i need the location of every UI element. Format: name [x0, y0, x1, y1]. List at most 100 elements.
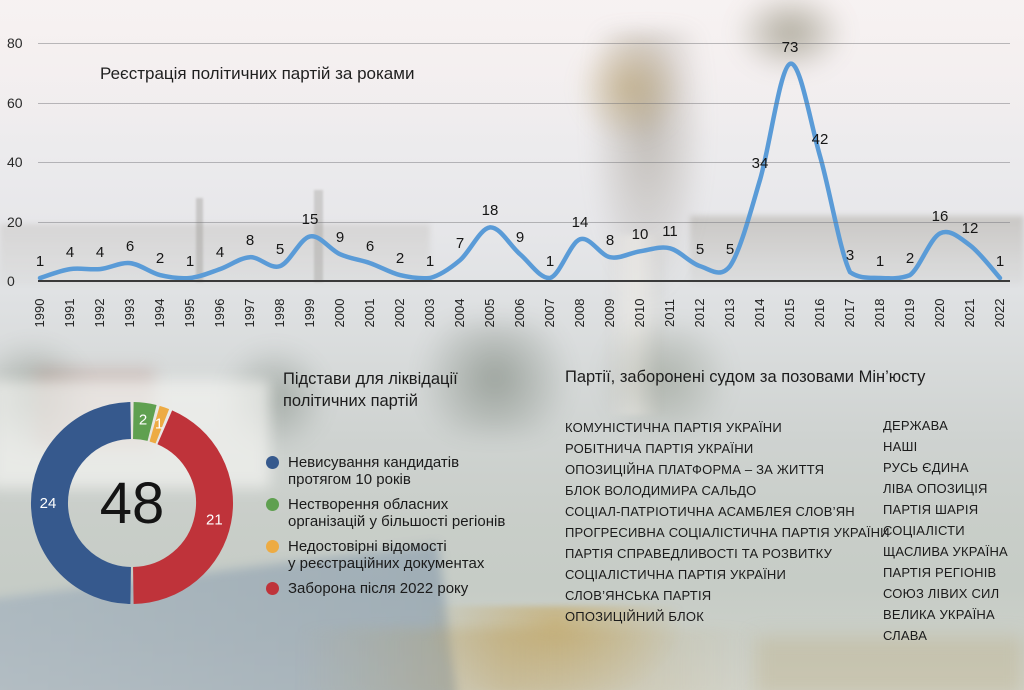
data-point-label: 5: [725, 241, 735, 259]
year-tick-label: 2010: [632, 298, 647, 328]
data-point-label: 1: [995, 253, 1005, 271]
gridline: [38, 221, 1010, 223]
legend-dot-icon: [266, 456, 279, 469]
banned-party-item: ПАРТІЯ СПРАВЕДЛИВОСТІ ТА РОЗВИТКУ: [565, 546, 833, 561]
legend-item: Заборона після 2022 року: [266, 580, 536, 597]
y-tick-label: 20: [7, 213, 23, 230]
line-chart-canvas: [37, 61, 1003, 281]
data-point-label: 1: [545, 253, 555, 271]
banned-party-item: ВЕЛИКА УКРАЇНА: [883, 607, 995, 622]
data-point-label: 6: [125, 238, 135, 256]
legend-dot-icon: [266, 540, 279, 553]
year-tick-label: 1990: [32, 298, 47, 328]
banned-party-item: БЛОК ВОЛОДИМИРА САЛЬДО: [565, 483, 757, 498]
banned-party-item: СЛОВ’ЯНСЬКА ПАРТІЯ: [565, 588, 712, 603]
legend-label: Недостовірні відомості у реєстраційних до…: [288, 538, 485, 572]
x-axis-line: [38, 280, 1010, 282]
banned-party-item: ПАРТІЯ РЕГІОНІВ: [883, 565, 997, 580]
banned-party-item: КОМУНІСТИЧНА ПАРТІЯ УКРАЇНИ: [565, 420, 782, 435]
year-tick-label: 1992: [92, 298, 107, 328]
year-tick-label: 2022: [992, 298, 1007, 328]
year-tick-label: 2012: [692, 298, 707, 328]
banned-parties-column-2: ДЕРЖАВА НАШІ РУСЬ ЄДИНА ЛІВА ОПОЗИЦІЯ ПАРТІЯ…: [883, 418, 1008, 649]
banned-party-item: НАШІ: [883, 439, 918, 454]
banned-parties-title: Партії, заборонені судом за позовами Мін…: [565, 368, 926, 386]
year-tick-label: 2008: [572, 298, 587, 328]
chart-title: Реєстрація політичних партій за роками: [100, 64, 415, 83]
data-point-label: 9: [515, 229, 525, 247]
data-point-label: 6: [365, 238, 375, 256]
donut-chart: 2 1 21 24 48: [30, 402, 233, 604]
data-point-label: 10: [631, 226, 649, 244]
data-point-label: 16: [931, 208, 949, 226]
legend-label: Нестворення обласних організацій у більшо…: [288, 496, 506, 530]
data-point-label: 5: [695, 241, 705, 259]
year-tick-label: 2009: [602, 298, 617, 328]
donut-total: 48: [100, 471, 165, 536]
data-point-label: 1: [425, 253, 435, 271]
donut-title: Підстави для ліквідації політичних парті…: [283, 369, 458, 412]
donut-segment: [149, 405, 170, 444]
banned-party-item: ПАРТІЯ ШАРІЯ: [883, 502, 979, 517]
banned-party-item: ОПОЗИЦІЙНИЙ БЛОК: [565, 609, 704, 624]
data-point-label: 1: [875, 253, 885, 271]
data-point-label: 7: [455, 235, 465, 253]
gridline: [38, 162, 1010, 163]
year-tick-label: 2007: [542, 298, 557, 328]
banned-party-item: ЛІВА ОПОЗИЦІЯ: [883, 481, 988, 496]
y-tick-label: 40: [7, 154, 23, 170]
y-tick-label: 80: [7, 35, 23, 51]
data-point-label: 18: [481, 202, 499, 220]
year-tick-label: 2001: [362, 298, 377, 328]
donut-segment-value: 24: [40, 495, 57, 512]
year-tick-label: 1997: [242, 298, 257, 328]
y-tick-label: 0: [7, 273, 15, 289]
donut-legend: Невисування кандидатів протягом 10 років Н…: [266, 454, 536, 597]
data-point-label: 9: [335, 229, 345, 247]
donut-segment-value: 1: [155, 416, 163, 433]
gridline: [38, 43, 1010, 44]
data-point-label: 34: [751, 154, 769, 172]
banned-party-item: ПРОГРЕСИВНА СОЦІАЛІСТИЧНА ПАРТІЯ УКРАЇНИ: [565, 525, 890, 540]
banned-party-item: СОЦІАЛ-ПАТРІОТИЧНА АСАМБЛЕЯ СЛОВ’ЯН: [565, 504, 855, 519]
year-tick-label: 2019: [902, 298, 917, 328]
bg-golden-ornament: [295, 628, 765, 690]
year-tick-label: 2017: [842, 298, 857, 328]
year-tick-label: 2002: [392, 298, 407, 328]
data-point-label: 1: [185, 253, 195, 271]
year-tick-label: 2006: [512, 298, 527, 328]
year-tick-label: 2003: [422, 298, 437, 328]
legend-item: Недостовірні відомості у реєстраційних до…: [266, 538, 536, 572]
donut-segment: [132, 402, 157, 442]
year-tick-label: 2004: [452, 298, 467, 328]
data-point-label: 2: [395, 250, 405, 268]
year-tick-label: 2018: [872, 298, 887, 328]
data-point-label: 3: [845, 247, 855, 265]
banned-parties-column-1: КОМУНІСТИЧНА ПАРТІЯ УКРАЇНИ РОБІТНИЧА ПАР…: [565, 420, 890, 630]
year-tick-label: 2013: [722, 298, 737, 328]
banned-party-item: РУСЬ ЄДИНА: [883, 460, 969, 475]
banned-party-item: СОЦІАЛІСТИ: [883, 523, 965, 538]
year-tick-label: 1994: [152, 298, 167, 328]
banned-party-item: СОЦІАЛІСТИЧНА ПАРТІЯ УКРАЇНИ: [565, 567, 787, 582]
registrations-line-series: [37, 61, 1003, 281]
year-tick-label: 1991: [62, 298, 77, 328]
data-point-label: 8: [245, 232, 255, 250]
data-point-label: 5: [275, 241, 285, 259]
legend-dot-icon: [266, 498, 279, 511]
data-point-label: 15: [301, 211, 319, 229]
year-tick-label: 2014: [752, 298, 767, 328]
data-point-label: 2: [905, 250, 915, 268]
data-point-label: 2: [155, 250, 165, 268]
data-point-label: 4: [95, 244, 105, 262]
year-tick-label: 2021: [962, 298, 977, 328]
data-point-label: 4: [65, 244, 75, 262]
year-tick-label: 1995: [182, 298, 197, 328]
data-point-label: 42: [811, 131, 829, 149]
banned-party-item: СЛАВА: [883, 628, 928, 643]
legend-item: Нестворення обласних організацій у більшо…: [266, 496, 536, 530]
data-point-label: 4: [215, 244, 225, 262]
donut-segment: [30, 402, 132, 604]
data-point-label: 73: [781, 38, 799, 56]
donut-segment: [132, 410, 233, 604]
